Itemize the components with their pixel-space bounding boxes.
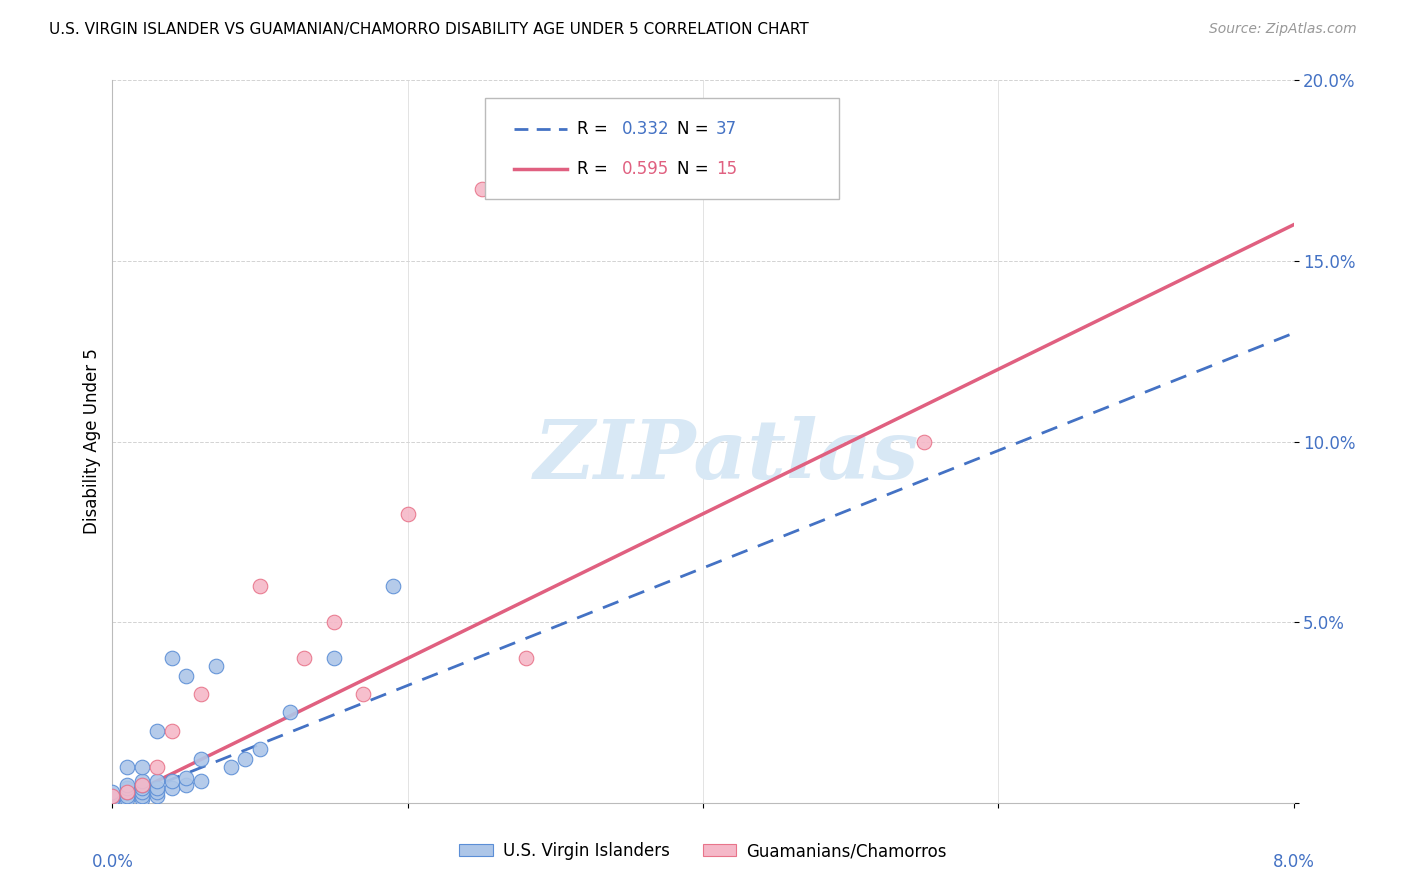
- Point: [160, 651, 183, 665]
- Text: 37: 37: [716, 120, 737, 138]
- Point: [117, 760, 138, 774]
- Text: N =: N =: [678, 120, 714, 138]
- Point: [131, 778, 153, 792]
- Text: 15: 15: [716, 160, 737, 178]
- Point: [219, 760, 242, 774]
- Point: [914, 434, 936, 449]
- Text: ZIPatlas: ZIPatlas: [534, 416, 920, 496]
- Point: [174, 669, 197, 683]
- Point: [101, 796, 124, 810]
- Point: [174, 778, 197, 792]
- Point: [160, 723, 183, 738]
- Point: [131, 792, 153, 806]
- Point: [101, 792, 124, 806]
- Point: [619, 182, 641, 196]
- Y-axis label: Disability Age Under 5: Disability Age Under 5: [83, 349, 101, 534]
- Text: Source: ZipAtlas.com: Source: ZipAtlas.com: [1209, 22, 1357, 37]
- Text: R =: R =: [576, 120, 613, 138]
- Legend: U.S. Virgin Islanders, Guamanians/Chamorros: U.S. Virgin Islanders, Guamanians/Chamor…: [453, 836, 953, 867]
- Point: [160, 781, 183, 796]
- Point: [323, 651, 346, 665]
- Point: [131, 781, 153, 796]
- Point: [249, 579, 271, 593]
- Point: [131, 785, 153, 799]
- Point: [146, 723, 169, 738]
- Point: [205, 658, 228, 673]
- Point: [117, 778, 138, 792]
- Point: [101, 785, 124, 799]
- Point: [249, 741, 271, 756]
- Point: [515, 651, 537, 665]
- Point: [190, 687, 212, 701]
- Point: [117, 785, 138, 799]
- Point: [131, 760, 153, 774]
- Point: [233, 752, 256, 766]
- Point: [160, 774, 183, 789]
- FancyBboxPatch shape: [485, 98, 839, 200]
- Point: [471, 182, 494, 196]
- Point: [131, 778, 153, 792]
- Point: [352, 687, 374, 701]
- Point: [146, 789, 169, 803]
- Point: [190, 752, 212, 766]
- Point: [146, 774, 169, 789]
- Point: [117, 789, 138, 803]
- Point: [117, 781, 138, 796]
- Text: 8.0%: 8.0%: [1272, 854, 1315, 871]
- Point: [396, 507, 419, 521]
- Point: [174, 771, 197, 785]
- Point: [278, 706, 301, 720]
- Text: R =: R =: [576, 160, 613, 178]
- Point: [382, 579, 405, 593]
- Point: [292, 651, 315, 665]
- Text: 0.0%: 0.0%: [91, 854, 134, 871]
- Point: [101, 789, 124, 803]
- Point: [146, 785, 169, 799]
- Point: [146, 760, 169, 774]
- Point: [323, 615, 346, 630]
- Point: [117, 785, 138, 799]
- Text: N =: N =: [678, 160, 714, 178]
- Point: [131, 774, 153, 789]
- Text: U.S. VIRGIN ISLANDER VS GUAMANIAN/CHAMORRO DISABILITY AGE UNDER 5 CORRELATION CH: U.S. VIRGIN ISLANDER VS GUAMANIAN/CHAMOR…: [49, 22, 808, 37]
- Point: [190, 774, 212, 789]
- Text: 0.332: 0.332: [621, 120, 669, 138]
- Point: [117, 792, 138, 806]
- Text: 0.595: 0.595: [621, 160, 669, 178]
- Point: [146, 781, 169, 796]
- Point: [131, 789, 153, 803]
- Point: [101, 789, 124, 803]
